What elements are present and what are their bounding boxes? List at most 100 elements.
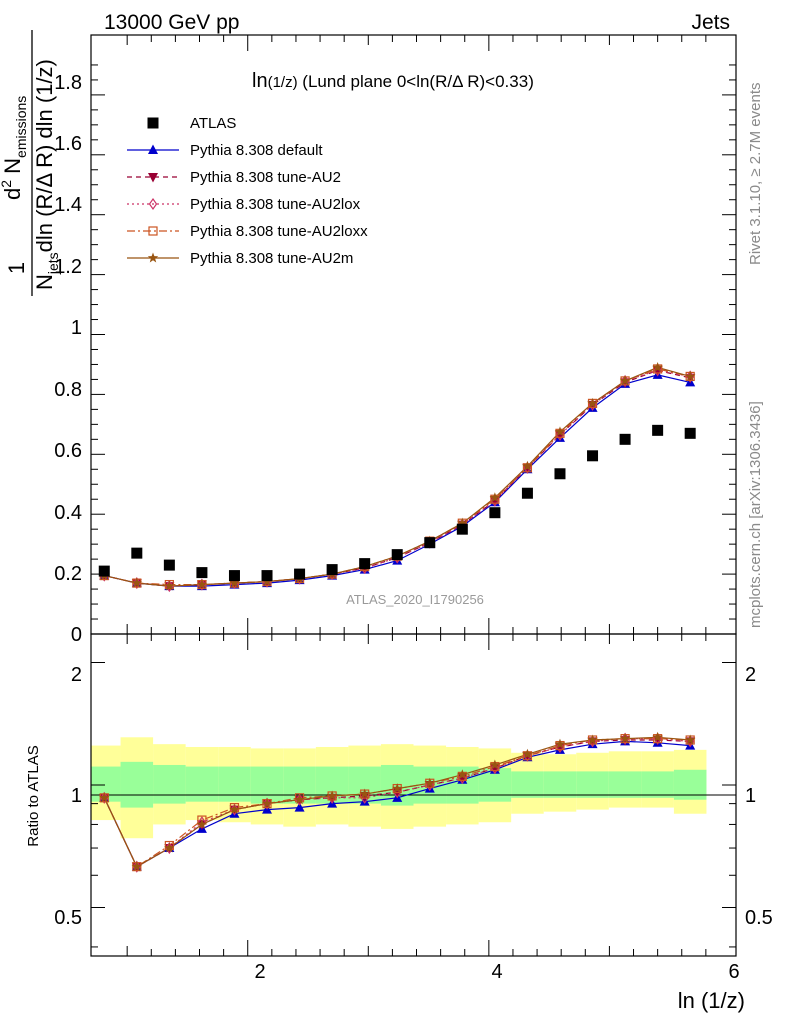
band-inner-bin-16 xyxy=(608,771,642,798)
ratio-tick-left-0.5: 0.5 xyxy=(54,907,82,929)
ratio-tick-left-1: 1 xyxy=(71,785,82,807)
series-5-ratio-point-12 xyxy=(489,759,501,770)
series-1-ratio-point-6 xyxy=(294,802,305,812)
series-0-main-point-13 xyxy=(521,487,533,499)
plot-title-sub: (1/z) xyxy=(268,74,298,91)
ratio-panel-frame xyxy=(90,633,737,957)
legend-label-4: Pythia 8.308 tune-AU2loxx xyxy=(190,223,368,240)
ratio-tick-right-2: 2 xyxy=(745,664,756,686)
header-energy-label: 13000 GeV pp xyxy=(104,11,239,34)
legend-entry-0: ATLAS xyxy=(147,115,236,132)
series-0-main-point-5 xyxy=(261,570,273,582)
series-5-ratio-point-9 xyxy=(391,783,403,794)
rivet-version-label: Rivet 3.1.10, ≥ 2.7M events xyxy=(747,83,764,266)
band-inner-bin-14 xyxy=(543,771,577,798)
analysis-watermark: ATLAS_2020_I1790256 xyxy=(346,592,484,607)
y-tick-1.6: 1.6 xyxy=(54,133,82,155)
ylabel-two: 2 xyxy=(0,180,14,188)
main-y-axis-label: 1 Njetsdln (R/Δ R) dln (1/z) d2 Nemissio… xyxy=(0,30,61,296)
legend-entry-3: Pythia 8.308 tune-AU2lox xyxy=(127,196,361,213)
axis-ticks xyxy=(91,35,736,956)
ylabel-jets: jets xyxy=(45,252,61,275)
series-0-main-point-1 xyxy=(131,547,143,559)
series-5-main-point-12 xyxy=(489,492,501,503)
series-5-main-point-4 xyxy=(229,577,240,588)
series-5-ratio-point-14 xyxy=(554,738,566,749)
series-3-ratio-point-3 xyxy=(197,816,207,829)
series-5-ratio-point-15 xyxy=(587,734,598,745)
ylabel-d: d xyxy=(0,188,25,200)
main-panel-frame xyxy=(90,34,737,635)
ylabel-dln: dln (R/Δ R) dln (1/z) xyxy=(32,59,57,252)
y-tick-0.4: 0.4 xyxy=(54,502,82,524)
series-0-main-point-4 xyxy=(228,570,240,582)
x-tick-6: 6 xyxy=(728,961,739,983)
plot-title-rest: (Lund plane 0<ln(R/Δ R)<0.33) xyxy=(298,72,534,91)
ratio-y-axis-label: Ratio to ATLAS xyxy=(25,745,42,846)
series-5-ratio-point-10 xyxy=(424,777,436,788)
header-jets-label: Jets xyxy=(691,11,730,34)
series-5-ratio-point-8 xyxy=(359,788,370,799)
series-5-ratio-point-2 xyxy=(164,842,175,853)
legend-entry-2: Pythia 8.308 tune-AU2 xyxy=(127,169,341,186)
y-tick-1.2: 1.2 xyxy=(54,256,82,278)
y-tick-1: 1 xyxy=(71,317,82,339)
x-tick-4: 4 xyxy=(491,961,502,983)
series-2-ratio-point-17 xyxy=(652,735,663,746)
series-5-ratio-point-5 xyxy=(261,798,273,809)
plot-title-ln: ln xyxy=(252,70,268,92)
series-5-main-point-1 xyxy=(131,577,143,588)
series-0-main-point-7 xyxy=(326,564,338,576)
ratio-tick-right-1: 1 xyxy=(745,785,756,807)
series-5-ratio-point-6 xyxy=(294,794,305,805)
band-inner-bin-5 xyxy=(250,766,284,804)
ratio-y-tick-labels: 0.5 1 2 0.5 1 2 xyxy=(54,664,773,929)
series-5-main-point-16 xyxy=(619,375,631,386)
series-5-ratio-point-13 xyxy=(522,748,533,759)
x-axis-label: ln (1/z) xyxy=(678,988,745,1013)
x-tick-2: 2 xyxy=(254,961,265,983)
series-0-main-point-11 xyxy=(456,523,468,535)
y-tick-1.8: 1.8 xyxy=(54,72,82,94)
series-5-ratio-point-7 xyxy=(326,790,338,801)
band-inner-bin-13 xyxy=(511,771,544,798)
series-3-ratio-point-14 xyxy=(555,740,565,754)
ratio-tick-left-2: 2 xyxy=(71,664,82,686)
y-tick-0.8: 0.8 xyxy=(54,379,82,401)
ylabel-emissions: emissions xyxy=(13,96,29,158)
series-5-ratio-point-4 xyxy=(229,804,240,815)
series-5-ratio-point-1 xyxy=(131,861,143,872)
y-tick-1.4: 1.4 xyxy=(54,194,82,216)
legend: ATLAS Pythia 8.308 default Pythia 8.308 tu… xyxy=(127,115,368,267)
series-0-main-point-15 xyxy=(587,450,599,462)
legend-marker-0 xyxy=(147,117,159,129)
y-tick-0: 0 xyxy=(71,624,82,646)
legend-marker-5 xyxy=(147,252,159,263)
series-5-ratio-point-16 xyxy=(619,733,631,744)
series-0-main-point-10 xyxy=(424,537,436,549)
series-5-main-point-3 xyxy=(196,579,208,590)
plot-title: ln(1/z) (Lund plane 0<ln(R/Δ R)<0.33) xyxy=(252,70,534,92)
series-5-main-point-11 xyxy=(457,517,468,528)
y-tick-0.6: 0.6 xyxy=(54,440,82,462)
main-y-tick-labels: 0 0.2 0.4 0.6 0.8 1 1.2 1.4 1.6 1.8 xyxy=(54,72,82,646)
band-inner-bin-15 xyxy=(576,771,609,798)
series-0-main-point-3 xyxy=(196,567,208,579)
series-0-main-point-18 xyxy=(684,427,696,439)
series-5-main-point-2 xyxy=(164,580,175,591)
mcplots-label: mcplots.cern.ch [arXiv:1306.3436] xyxy=(747,401,764,628)
legend-label-0: ATLAS xyxy=(190,115,236,132)
series-5-main-point-14 xyxy=(554,426,566,437)
legend-marker-4 xyxy=(148,226,158,236)
series-0-main-point-12 xyxy=(489,507,501,519)
ratio-panel-markers xyxy=(99,731,696,873)
series-0-main-point-6 xyxy=(294,568,306,580)
ylabel-numerator: d2 Nemissions xyxy=(0,96,29,200)
series-0-main-point-14 xyxy=(554,468,566,480)
ylabel-one: 1 xyxy=(4,262,29,274)
legend-entry-4: Pythia 8.308 tune-AU2loxx xyxy=(127,223,368,240)
band-inner-bin-2 xyxy=(153,764,186,804)
legend-label-1: Pythia 8.308 default xyxy=(190,142,323,159)
legend-label-5: Pythia 8.308 tune-AU2m xyxy=(190,250,353,267)
series-0-main-point-9 xyxy=(391,549,403,561)
